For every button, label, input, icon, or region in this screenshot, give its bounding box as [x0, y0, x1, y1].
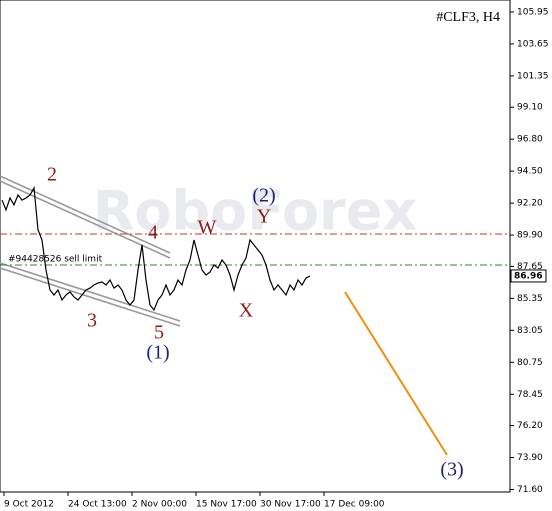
- y-tick-label: 103.65: [517, 39, 549, 49]
- wave-label: 2: [47, 164, 57, 186]
- y-tick-label: 83.05: [517, 326, 543, 336]
- y-tick-label: 96.80: [517, 135, 543, 145]
- wave-label: Y: [257, 206, 271, 228]
- y-tick-label: 87.65: [517, 262, 543, 272]
- wave-label: 4: [148, 222, 158, 244]
- channel-line: [0, 175, 171, 254]
- y-tick-label: 89.90: [517, 231, 543, 241]
- wave-label: X: [239, 300, 254, 322]
- channel-line: [0, 262, 181, 322]
- wave-label: (2): [252, 185, 275, 207]
- channel-line: [0, 267, 181, 327]
- y-tick-label: 76.20: [517, 421, 543, 431]
- price-line: [1, 186, 311, 312]
- level-label: #94428526 sell limit: [8, 254, 103, 264]
- wave-label: 5: [154, 322, 164, 344]
- y-tick-label: 78.45: [517, 390, 543, 400]
- x-tick-label: 17 Dec 09:00: [324, 500, 385, 510]
- y-tick-label: 94.50: [517, 167, 543, 177]
- y-tick-label: 101.35: [517, 71, 549, 81]
- x-tick-label: 24 Oct 13:00: [68, 500, 127, 510]
- watermark: RoboForex: [93, 180, 417, 243]
- x-tick-label: 15 Nov 17:00: [196, 500, 257, 510]
- y-tick-label: 80.75: [517, 358, 543, 368]
- wave-label: W: [198, 217, 217, 239]
- x-tick-label: 2 Nov 00:00: [132, 500, 187, 510]
- wave-label: (3): [440, 459, 463, 481]
- y-tick-label: 99.10: [517, 103, 543, 113]
- current-price-box: [510, 269, 547, 283]
- y-tick-label: 92.20: [517, 199, 543, 209]
- wave-label: 3: [87, 310, 97, 332]
- chart-title: #CLF3, H4: [436, 10, 500, 25]
- y-tick-label: 85.35: [517, 294, 543, 304]
- x-tick-label: 30 Nov 17:00: [260, 500, 321, 510]
- projection-line: [344, 291, 448, 456]
- current-price-label: 86.96: [514, 271, 542, 281]
- x-tick-label: 9 Oct 2012: [4, 500, 54, 510]
- y-tick-label: 71.60: [517, 485, 543, 495]
- y-tick-label: 73.90: [517, 453, 543, 463]
- y-tick-label: 105.95: [517, 7, 549, 17]
- wave-label: (1): [146, 342, 169, 364]
